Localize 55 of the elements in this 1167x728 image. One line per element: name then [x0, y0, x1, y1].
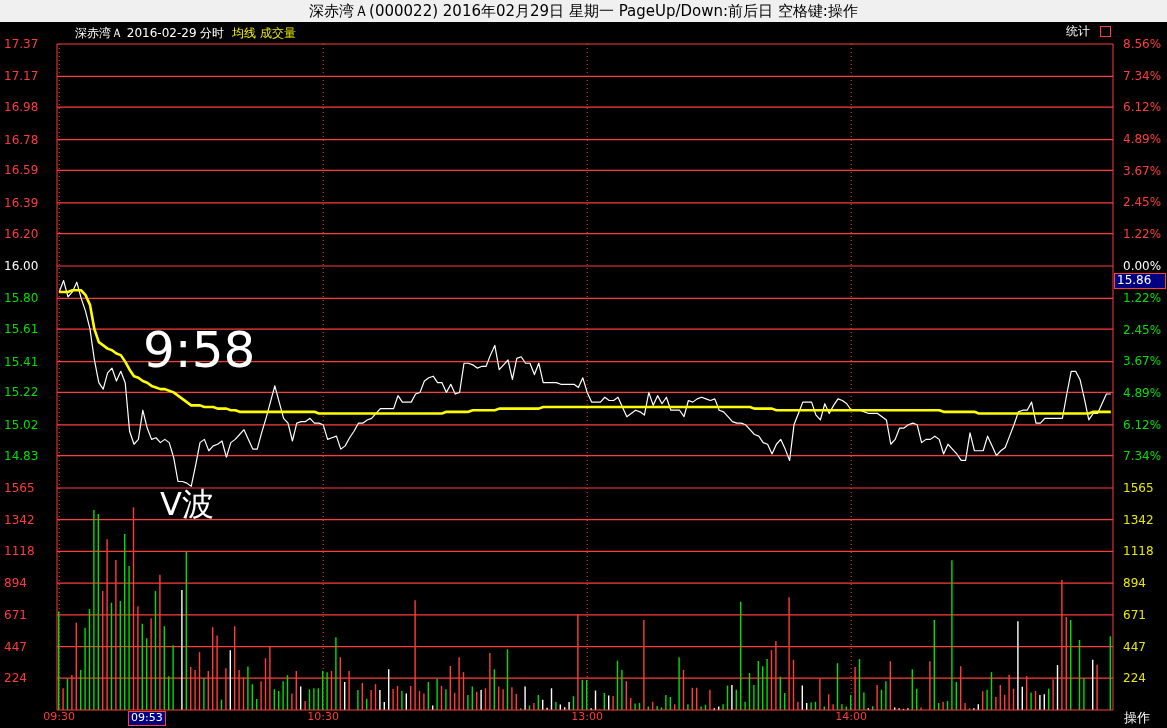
y-tick-label: 894	[4, 576, 27, 591]
y-tick-label: 16.20	[4, 226, 39, 241]
text: 成交量	[260, 26, 297, 40]
x-tick-label: 09:30	[43, 710, 76, 723]
text: 操作	[1124, 710, 1150, 726]
text: 均线	[232, 26, 257, 40]
y2-tick-label: 1565	[1123, 481, 1154, 495]
y-tick-label: 1118	[4, 544, 35, 559]
y-tick-label: 16.98	[4, 100, 39, 115]
y2-tick-label: 4.89%	[1123, 132, 1162, 147]
y2-tick-label: 894	[1123, 576, 1146, 591]
y-tick-label: 15.80	[4, 291, 39, 306]
y2-tick-label: 6.12%	[1123, 100, 1162, 115]
y2-tick-label: 1118	[1123, 544, 1154, 559]
y2-tick-label: 1.22%	[1123, 227, 1162, 242]
y2-tick-label: 6.12%	[1123, 417, 1162, 432]
y-tick-label: 16.00	[4, 259, 39, 273]
y-tick-label: 15.41	[4, 354, 39, 369]
annotation: V波	[160, 485, 214, 523]
y2-tick-label: 3.67%	[1123, 163, 1162, 178]
y-tick-label: 14.83	[4, 448, 39, 463]
y-tick-label: 15.61	[4, 322, 39, 337]
y2-tick-label: 224	[1123, 671, 1146, 686]
x-tick-label: 13:00	[571, 710, 604, 723]
y2-tick-label: 2.45%	[1123, 322, 1162, 337]
y2-tick-label: 4.89%	[1123, 385, 1162, 400]
y-tick-label: 16.39	[4, 195, 39, 210]
y-tick-label: 16.78	[4, 132, 39, 147]
y-tick-label: 671	[4, 607, 27, 622]
y-tick-label: 1565	[4, 481, 35, 495]
x-tick-label: 14:00	[835, 710, 868, 723]
y2-tick-label: 0.00%	[1123, 259, 1162, 273]
y2-tick-label: 7.34%	[1123, 449, 1162, 464]
y2-tick-label: 3.67%	[1123, 354, 1162, 369]
y-tick-label: 1342	[4, 512, 35, 527]
y-tick-label: 17.17	[4, 69, 39, 84]
y2-tick-label: 447	[1123, 639, 1146, 654]
y-tick-label: 15.22	[4, 385, 39, 400]
y-tick-label: 447	[4, 639, 27, 654]
y-tick-label: 17.37	[4, 37, 39, 51]
text: 09:53	[128, 711, 166, 726]
y2-tick-label: 1342	[1123, 512, 1154, 527]
y2-tick-label: 2.45%	[1123, 195, 1162, 210]
y2-tick-label: 8.56%	[1123, 37, 1162, 51]
chart-subtitle: 深赤湾Ａ 2016-02-29 分时	[75, 26, 226, 40]
y2-tick-label: 1.22%	[1123, 290, 1162, 305]
text: 15.86	[1114, 273, 1166, 289]
y-tick-label: 16.59	[4, 163, 39, 178]
y-tick-label: 224	[4, 671, 27, 686]
text: 统计	[1066, 24, 1090, 39]
y2-tick-label: 671	[1123, 607, 1146, 622]
y2-tick-label: 7.34%	[1123, 68, 1162, 83]
x-tick-label: 10:30	[307, 710, 340, 723]
chart-title: 深赤湾Ａ(000022) 2016年02月29日 星期一 PageUp/Down:前后日 空格键:操作	[0, 0, 1167, 22]
y-tick-label: 15.02	[4, 417, 39, 432]
